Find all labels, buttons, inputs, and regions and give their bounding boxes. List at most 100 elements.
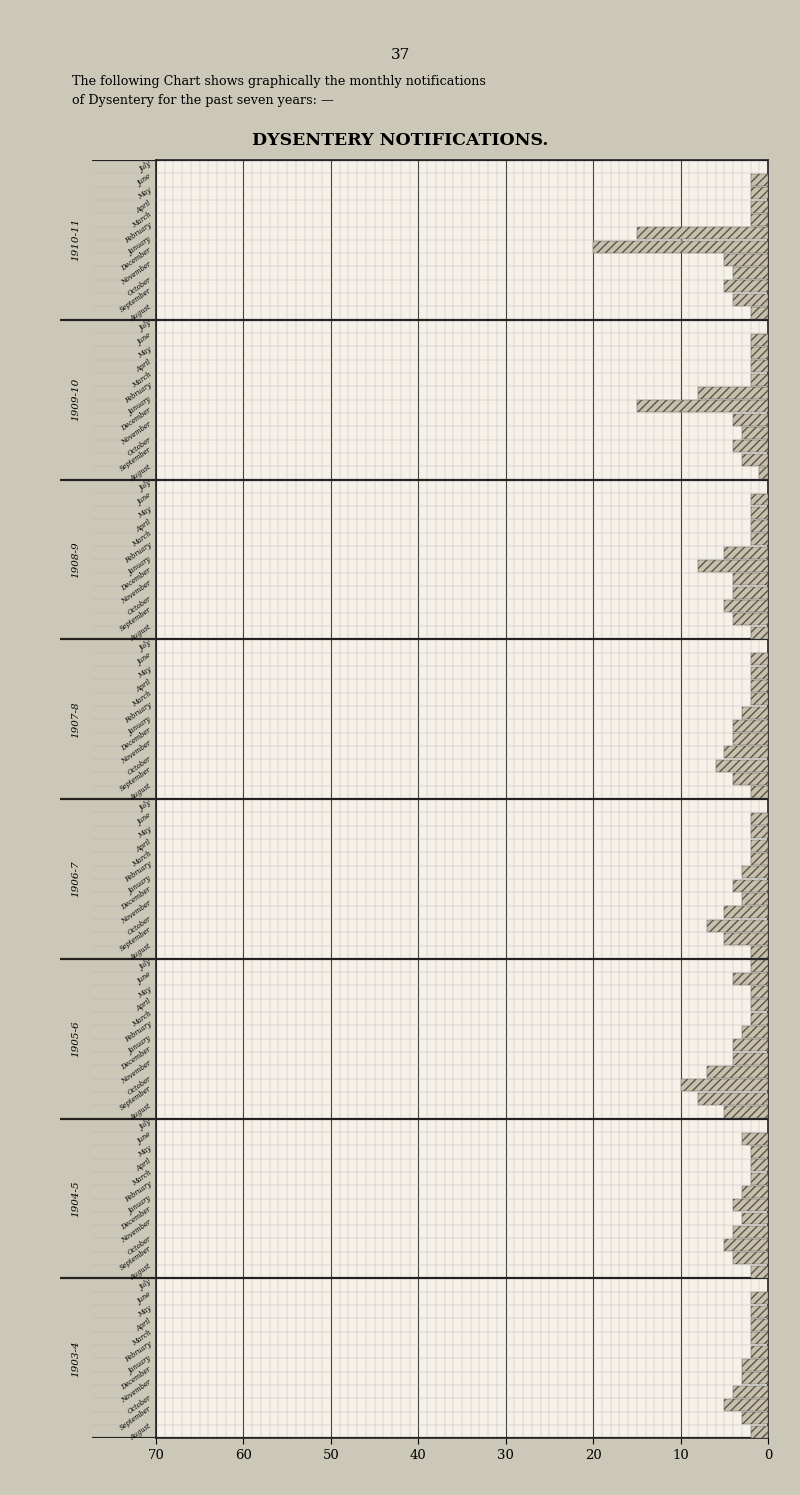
Bar <box>733 1226 768 1238</box>
Bar <box>750 1012 768 1024</box>
Text: June: June <box>136 652 153 667</box>
Bar <box>733 721 768 733</box>
Bar <box>724 1399 768 1411</box>
Text: November: November <box>120 580 153 605</box>
Bar <box>750 680 768 692</box>
Text: August: August <box>129 1422 153 1441</box>
Text: September: September <box>118 925 153 952</box>
Text: November: November <box>120 1058 153 1085</box>
Bar <box>724 254 768 266</box>
Text: 37: 37 <box>390 48 410 61</box>
Bar <box>750 1266 768 1278</box>
Bar <box>715 759 768 771</box>
Bar <box>750 1305 768 1317</box>
Bar <box>724 906 768 918</box>
Bar <box>750 306 768 318</box>
Text: March: March <box>130 1329 153 1348</box>
Bar <box>750 534 768 546</box>
Text: June: June <box>136 492 153 507</box>
Bar <box>750 493 768 505</box>
Text: December: December <box>120 247 153 274</box>
Text: 1903-4: 1903-4 <box>71 1340 81 1377</box>
Text: July: July <box>138 1278 153 1292</box>
Bar <box>724 1106 768 1118</box>
Text: DYSENTERY NOTIFICATIONS.: DYSENTERY NOTIFICATIONS. <box>252 132 548 148</box>
Text: March: March <box>130 689 153 709</box>
Text: August: August <box>129 1102 153 1121</box>
Text: 1906-7: 1906-7 <box>71 861 81 897</box>
Text: 1905-6: 1905-6 <box>71 1021 81 1057</box>
Text: December: December <box>120 887 153 912</box>
Text: January: January <box>127 1195 153 1215</box>
Text: January: January <box>127 555 153 577</box>
Bar <box>742 866 768 878</box>
Text: June: June <box>136 1132 153 1147</box>
Bar <box>733 1386 768 1398</box>
Bar <box>742 1359 768 1371</box>
Text: October: October <box>126 1393 153 1416</box>
Text: February: February <box>123 1340 153 1363</box>
Text: June: June <box>136 332 153 347</box>
Bar <box>750 360 768 372</box>
Bar <box>750 200 768 212</box>
Bar <box>742 1026 768 1038</box>
Text: June: June <box>136 1290 153 1307</box>
Text: August: August <box>129 622 153 643</box>
Bar <box>750 626 768 638</box>
Bar <box>707 1066 768 1078</box>
Bar <box>733 1052 768 1064</box>
Text: June: June <box>136 812 153 827</box>
Text: July: July <box>138 320 153 333</box>
Bar <box>733 586 768 598</box>
Bar <box>733 773 768 785</box>
Bar <box>750 520 768 532</box>
Bar <box>742 707 768 719</box>
Text: October: October <box>126 755 153 777</box>
Text: May: May <box>136 185 153 200</box>
Bar <box>733 879 768 891</box>
Bar <box>742 1413 768 1425</box>
Bar <box>742 1212 768 1224</box>
Bar <box>742 428 768 440</box>
Text: February: February <box>123 860 153 885</box>
Text: February: February <box>123 1020 153 1044</box>
Text: July: July <box>138 160 153 173</box>
Bar <box>733 613 768 625</box>
Text: May: May <box>136 1145 153 1159</box>
Bar <box>698 1093 768 1105</box>
Bar <box>750 1159 768 1171</box>
Text: April: April <box>134 997 153 1014</box>
Bar <box>750 507 768 519</box>
Text: August: August <box>129 303 153 323</box>
Text: 1908-9: 1908-9 <box>71 541 81 577</box>
Text: May: May <box>136 825 153 840</box>
Text: August: August <box>129 1262 153 1281</box>
Text: September: September <box>118 1245 153 1272</box>
Text: September: September <box>118 1404 153 1432</box>
Text: December: December <box>120 727 153 752</box>
Text: October: October <box>126 1233 153 1256</box>
Bar <box>698 387 768 399</box>
Text: October: October <box>126 275 153 298</box>
Bar <box>750 667 768 679</box>
Bar <box>750 946 768 958</box>
Text: 1910-11: 1910-11 <box>71 218 81 262</box>
Text: April: April <box>134 677 153 694</box>
Text: May: May <box>136 345 153 360</box>
Text: October: October <box>126 1075 153 1096</box>
Text: 1904-5: 1904-5 <box>71 1180 81 1217</box>
Text: April: April <box>134 1157 153 1174</box>
Bar <box>733 295 768 306</box>
Bar <box>593 241 768 253</box>
Bar <box>750 1332 768 1344</box>
Bar <box>750 1000 768 1012</box>
Text: July: July <box>138 798 153 813</box>
Text: September: September <box>118 446 153 474</box>
Bar <box>750 827 768 839</box>
Bar <box>733 268 768 280</box>
Bar <box>750 333 768 345</box>
Text: April: April <box>134 519 153 534</box>
Text: April: April <box>134 1317 153 1334</box>
Bar <box>750 1346 768 1357</box>
Text: October: October <box>126 595 153 617</box>
